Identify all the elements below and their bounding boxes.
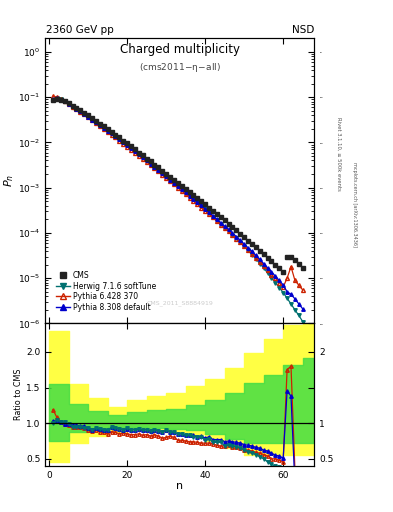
Pythia 6.428 370	[292, 277, 297, 283]
Pythia 8.308 default	[51, 96, 55, 102]
Herwig 7.1.6 softTune	[55, 95, 59, 101]
Pythia 6.428 370	[265, 267, 270, 273]
Legend: CMS, Herwig 7.1.6 softTune, Pythia 6.428 370, Pythia 8.308 default: CMS, Herwig 7.1.6 softTune, Pythia 6.428…	[54, 269, 158, 314]
CMS	[300, 265, 305, 271]
Text: $\mathregular{(cms2011\!-\!\eta\!-\!all)}$: $\mathregular{(cms2011\!-\!\eta\!-\!all)…	[139, 61, 221, 74]
Pythia 8.308 default	[113, 133, 118, 139]
Pythia 6.428 370	[109, 132, 114, 138]
Pythia 8.308 default	[292, 296, 297, 302]
Line: CMS: CMS	[51, 97, 305, 274]
CMS	[281, 269, 286, 275]
Pythia 8.308 default	[55, 95, 59, 101]
Line: Pythia 8.308 default: Pythia 8.308 default	[51, 96, 305, 311]
Pythia 8.308 default	[183, 189, 188, 196]
Herwig 7.1.6 softTune	[129, 145, 133, 151]
Pythia 6.428 370	[156, 168, 161, 175]
CMS	[113, 132, 118, 138]
Herwig 7.1.6 softTune	[292, 307, 297, 313]
Pythia 6.428 370	[125, 143, 129, 150]
Pythia 6.428 370	[179, 188, 184, 194]
Line: Pythia 6.428 370: Pythia 6.428 370	[51, 94, 305, 292]
Herwig 7.1.6 softTune	[183, 189, 188, 196]
Herwig 7.1.6 softTune	[300, 318, 305, 325]
CMS	[269, 258, 274, 264]
Pythia 8.308 default	[160, 170, 165, 176]
Text: NSD: NSD	[292, 25, 314, 35]
CMS	[55, 96, 59, 102]
CMS	[183, 186, 188, 192]
Y-axis label: $P_n$: $P_n$	[3, 175, 17, 187]
Text: Rivet 3.1.10, ≥ 500k events: Rivet 3.1.10, ≥ 500k events	[336, 117, 341, 190]
X-axis label: n: n	[176, 481, 184, 491]
CMS	[51, 97, 55, 103]
Text: mcplots.cern.ch [arXiv:1306.3436]: mcplots.cern.ch [arXiv:1306.3436]	[352, 162, 357, 247]
Line: Herwig 7.1.6 softTune: Herwig 7.1.6 softTune	[51, 96, 305, 323]
CMS	[129, 143, 133, 150]
Herwig 7.1.6 softTune	[51, 97, 55, 103]
Y-axis label: Ratio to CMS: Ratio to CMS	[14, 369, 23, 420]
Pythia 6.428 370	[300, 287, 305, 293]
Herwig 7.1.6 softTune	[113, 133, 118, 139]
CMS	[160, 167, 165, 174]
Text: 2360 GeV pp: 2360 GeV pp	[46, 25, 114, 35]
Pythia 8.308 default	[300, 306, 305, 312]
Pythia 6.428 370	[51, 93, 55, 99]
Text: Charged multiplicity: Charged multiplicity	[120, 42, 240, 56]
Pythia 8.308 default	[129, 145, 133, 151]
Pythia 8.308 default	[269, 268, 274, 274]
Herwig 7.1.6 softTune	[269, 275, 274, 281]
Herwig 7.1.6 softTune	[160, 170, 165, 176]
CMS	[292, 257, 297, 263]
Text: CMS_2011_S8884919: CMS_2011_S8884919	[146, 301, 213, 306]
